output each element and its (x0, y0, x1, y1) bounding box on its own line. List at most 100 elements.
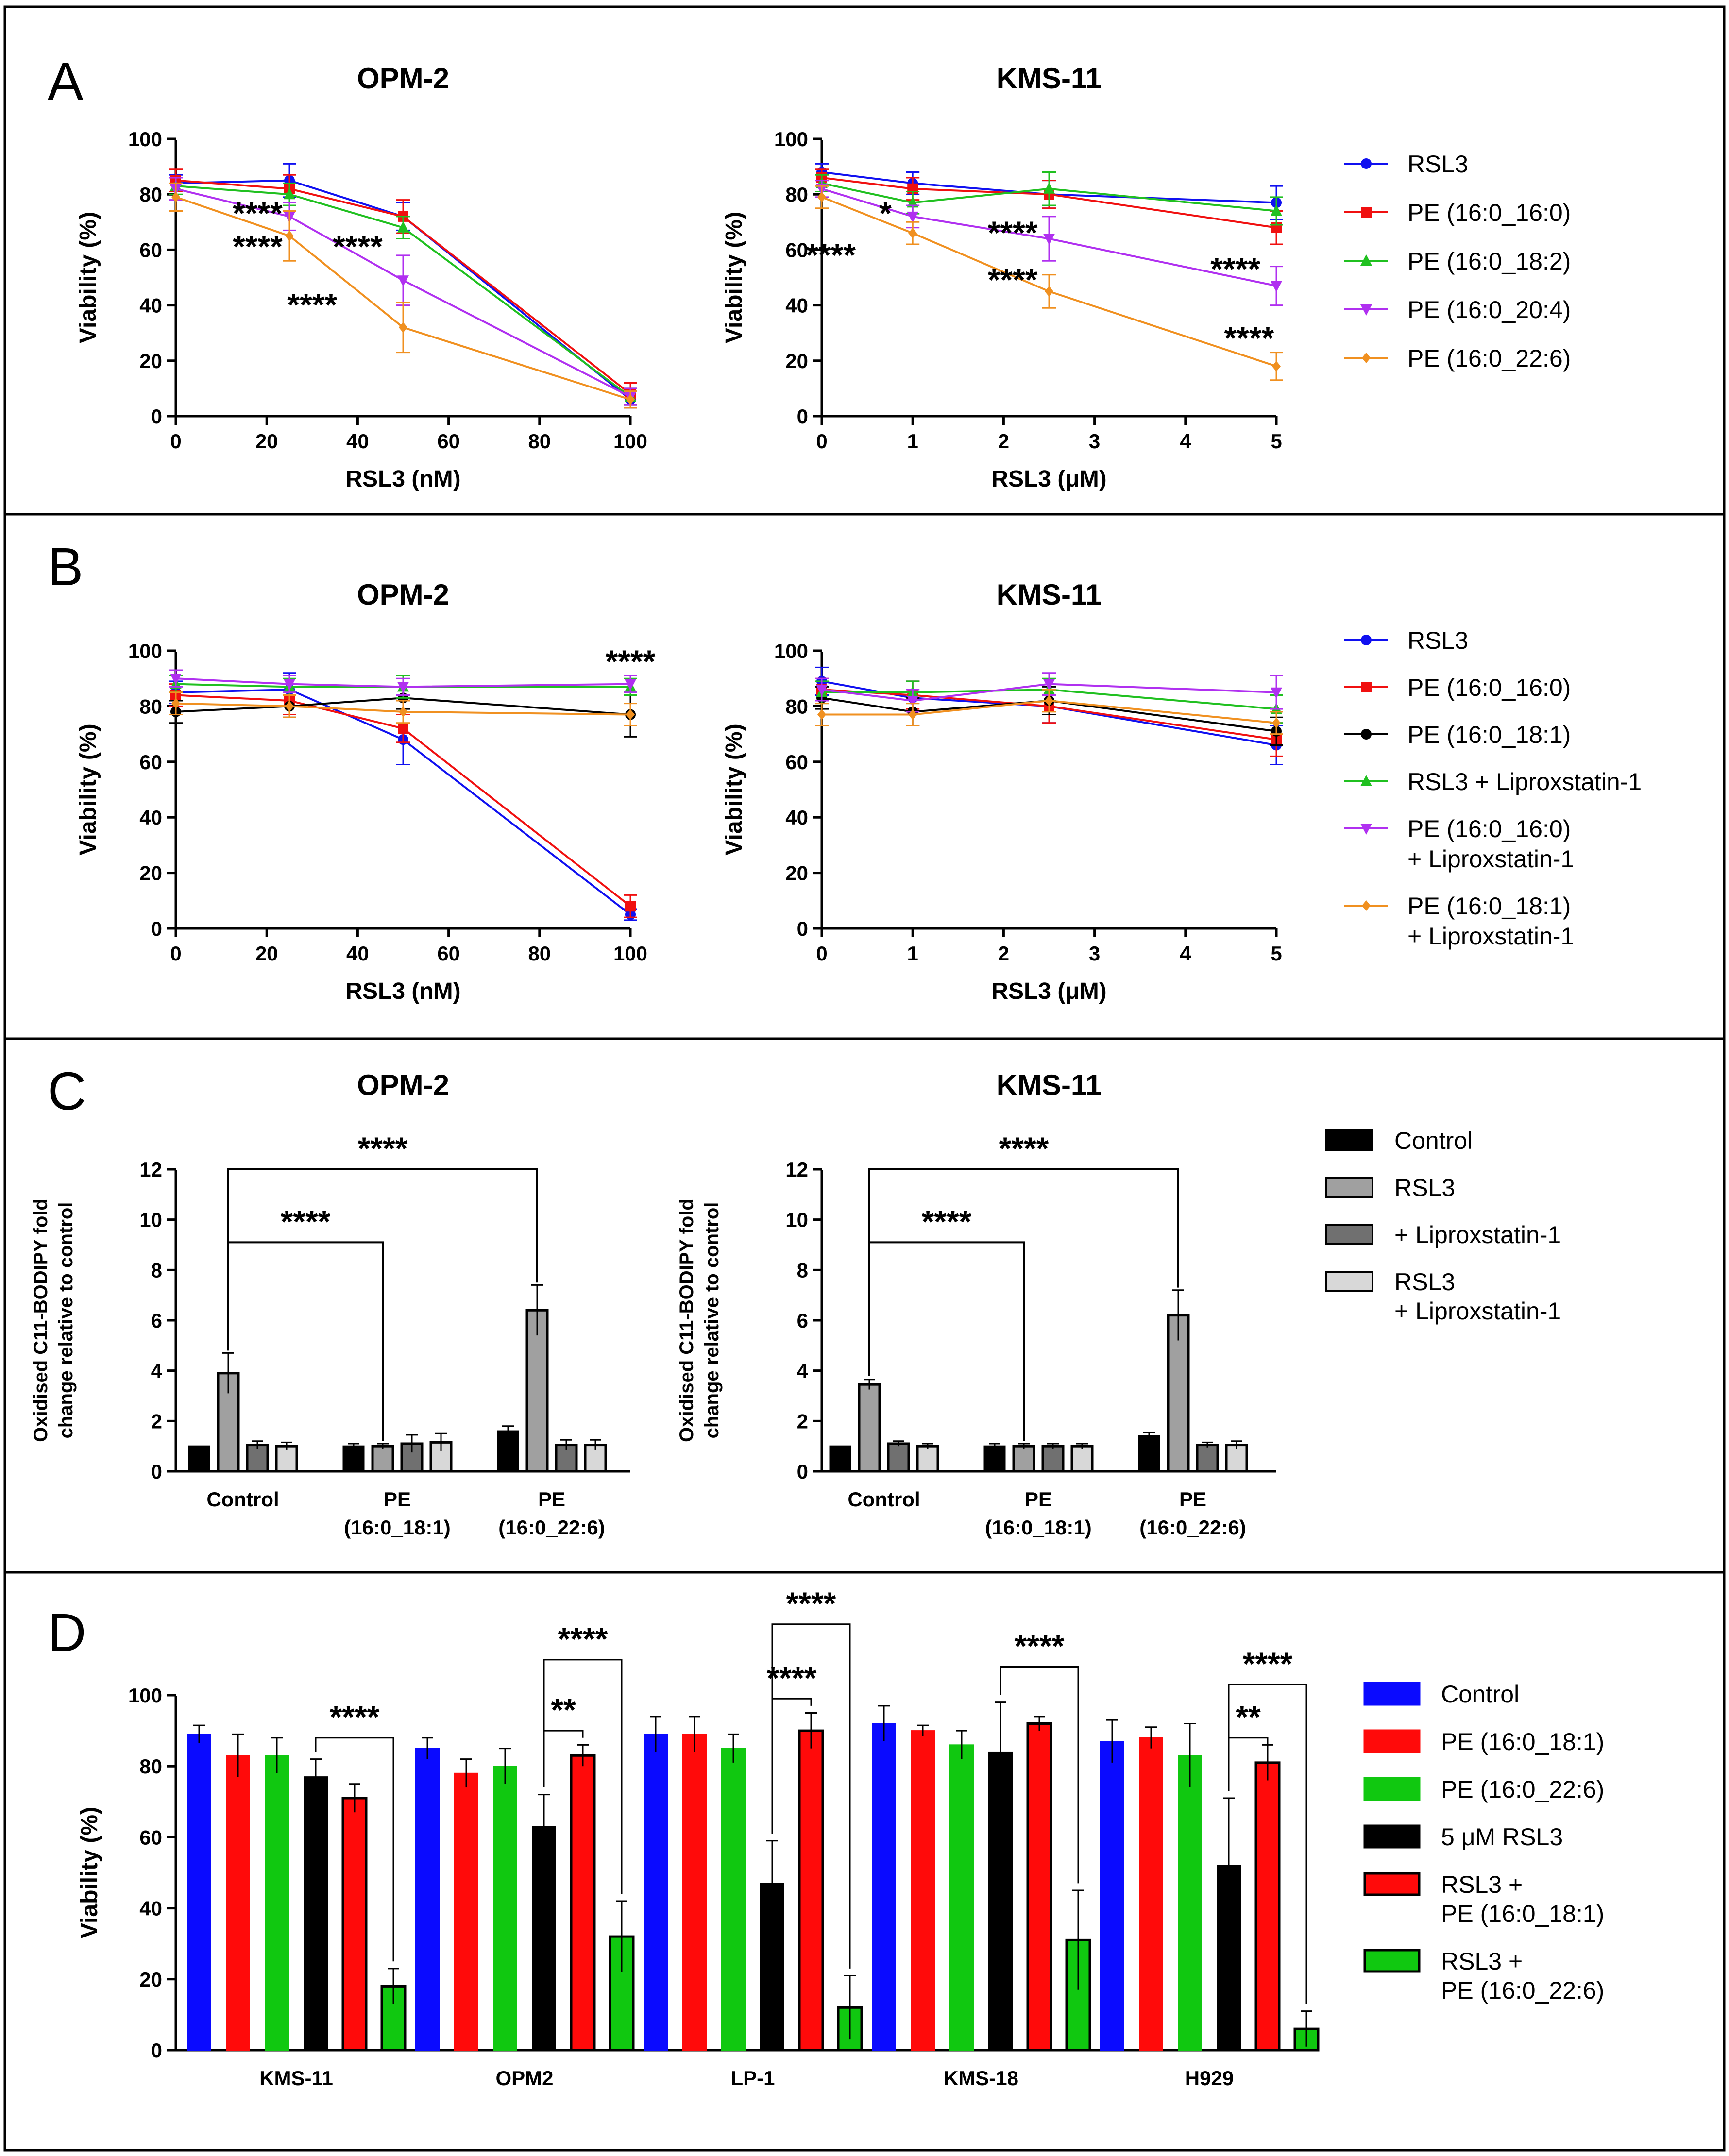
y-tick-label: 80 (785, 695, 808, 718)
x-tick-label: 4 (1180, 942, 1191, 965)
x-tick-label: 40 (346, 430, 369, 453)
series-line (821, 182, 1277, 212)
bar (911, 1730, 935, 2051)
y-tick-label: 60 (139, 1826, 162, 1849)
category-label: (16:0_22:6) (1139, 1516, 1246, 1539)
legend-entry-2: PE (16:0_18:2) (1344, 248, 1571, 275)
x-tick-label: 4 (1180, 430, 1191, 453)
legend-entry-4: PE (16:0_16:0) + Liproxstatin-1 (1344, 815, 1574, 873)
y-tick-label: 12 (139, 1158, 162, 1181)
series-4 (815, 185, 1283, 381)
series-line (175, 702, 631, 716)
bar (949, 1744, 974, 2051)
y-tick-label: 6 (151, 1309, 162, 1332)
data-point (398, 723, 408, 734)
data-point (625, 901, 636, 912)
legend-marker (1360, 824, 1372, 835)
bar (1065, 1938, 1091, 2052)
y-axis-label: Viability (%) (77, 1807, 102, 1938)
bar (493, 1766, 517, 2051)
legend-marker (1360, 254, 1372, 266)
category-label: KMS-11 (259, 2067, 333, 2089)
panel-letter-b: B (48, 537, 83, 597)
series-line (821, 680, 1277, 746)
bar-series-2 (887, 1440, 1219, 1473)
significance-annotation: **** (287, 287, 337, 323)
significance-annotation: **** (922, 1203, 972, 1239)
y-tick-label: 80 (139, 695, 162, 718)
data-point (817, 191, 826, 202)
data-point (625, 679, 636, 691)
data-point (908, 228, 917, 239)
series-line (175, 697, 631, 716)
legend-label: PE (16:0_22:6) (1441, 1977, 1604, 2004)
category-label: PE (1179, 1488, 1206, 1511)
legend-label: PE (16:0_16:0) (1407, 815, 1571, 842)
x-tick-label: 5 (1271, 430, 1282, 453)
legend-b: RSL3 PE (16:0_16:0) PE (16:0_18:1) RSL3 + L… (1344, 627, 1642, 950)
legend-label: PE (16:0_18:2) (1407, 248, 1571, 275)
bar-series-5 (380, 1889, 1320, 2052)
legend-entry-4: PE (16:0_22:6) (1344, 345, 1571, 372)
series-line (821, 697, 1277, 732)
x-tick-label: 40 (346, 942, 369, 965)
legend-label: RSL3 + Liproxstatin-1 (1407, 768, 1642, 795)
series-4 (169, 669, 637, 696)
y-tick-label: 80 (785, 183, 808, 206)
y-tick-label: 100 (774, 640, 808, 662)
significance-annotation: **** (786, 1585, 836, 1621)
bar (570, 1754, 596, 2052)
data-point (626, 709, 635, 720)
series-4 (169, 182, 637, 409)
chart-title: KMS-11 (997, 1069, 1102, 1101)
bar-series-0 (187, 1705, 1124, 2051)
legend-entry-0: RSL3 (1344, 627, 1468, 654)
chart-c-kms11: KMS-11 0 2 4 6 8 10 12 Oxidised C11-BODIPY fold c… (676, 1069, 1276, 1539)
bar (1254, 1761, 1281, 2052)
series-line (175, 694, 631, 907)
x-axis-label: RSL3 (nM) (345, 978, 460, 1004)
data-point (1045, 286, 1053, 297)
y-tick-label: 20 (785, 862, 808, 885)
significance-annotation: **** (1243, 1646, 1293, 1682)
data-point (1271, 204, 1282, 216)
legend-entry-5: RSL3 +PE (16:0_22:6) (1363, 1948, 1604, 2004)
x-tick-label: 20 (255, 430, 278, 453)
y-tick-label: 0 (797, 917, 808, 940)
legend-entry-3: PE (16:0_20:4) (1344, 296, 1571, 323)
legend-swatch (1363, 1777, 1421, 1801)
legend-marker (1362, 353, 1371, 363)
data-point (1271, 687, 1282, 699)
data-point (907, 695, 919, 707)
chart-c-opm2: OPM-2 0 2 4 6 8 10 12 Oxidised C11-BODIPY fold ch… (30, 1069, 630, 1539)
data-point (397, 275, 409, 287)
category-label: Control (848, 1488, 920, 1511)
bar (226, 1755, 250, 2051)
bar (983, 1445, 1006, 1472)
y-tick-label: 4 (797, 1360, 809, 1382)
category-label: (16:0_18:1) (344, 1516, 450, 1539)
bar (872, 1723, 896, 2051)
category-label: PE (384, 1488, 411, 1511)
significance-bracket (771, 1623, 851, 1969)
bar (858, 1383, 881, 1473)
x-axis-label: RSL3 (μM) (991, 978, 1106, 1004)
legend-label: 5 μM RSL3 (1441, 1823, 1563, 1851)
legend-label: PE (16:0_18:1) (1441, 1728, 1604, 1755)
significance-annotation: * (879, 195, 892, 231)
series-line (821, 187, 1277, 287)
y-tick-label: 12 (785, 1158, 808, 1181)
y-tick-label: 60 (785, 238, 808, 261)
y-axis-label: Viability (%) (721, 724, 747, 855)
legend-label: PE (16:0_20:4) (1407, 296, 1571, 323)
bar (1041, 1445, 1065, 1473)
significance-bracket (543, 1659, 623, 1894)
legend-swatch (1363, 1949, 1421, 1973)
y-axis-label: Oxidised C11-BODIPY fold (30, 1198, 51, 1442)
bar-series-4 (341, 1712, 1281, 2052)
bar (275, 1445, 298, 1473)
y-tick-label: 100 (128, 640, 162, 662)
y-tick-label: 8 (797, 1259, 808, 1281)
data-point (1043, 234, 1055, 245)
